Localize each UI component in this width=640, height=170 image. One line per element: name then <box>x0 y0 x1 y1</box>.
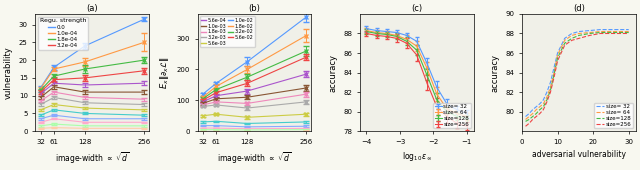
size= 64 <box>547 86 554 88</box>
size= 64 <box>536 106 543 108</box>
Line: size=128: size=128 <box>525 32 628 121</box>
size=256 <box>536 113 543 115</box>
size=128 <box>532 113 540 115</box>
X-axis label: $\log_{10} \epsilon_\infty$: $\log_{10} \epsilon_\infty$ <box>402 150 432 163</box>
size=256 <box>522 125 529 127</box>
size=256 <box>607 32 615 35</box>
size=128 <box>536 109 543 111</box>
size=256 <box>525 122 533 124</box>
size=128 <box>543 99 551 101</box>
size= 32 <box>540 99 547 101</box>
Title: (d): (d) <box>573 4 585 13</box>
Title: (c): (c) <box>411 4 422 13</box>
size=256 <box>568 39 575 41</box>
Line: size=256: size=256 <box>525 33 628 126</box>
size= 64 <box>525 115 533 117</box>
size= 32 <box>561 37 568 39</box>
size=128 <box>568 37 575 39</box>
size=128 <box>547 89 554 91</box>
size=128 <box>522 120 529 122</box>
Legend: 0.0, 1.0e-04, 1.8e-04, 3.2e-04: 0.0, 1.0e-04, 1.8e-04, 3.2e-04 <box>38 17 88 49</box>
size=256 <box>529 118 536 121</box>
size= 32 <box>529 109 536 111</box>
size= 64 <box>529 113 536 115</box>
Y-axis label: accuracy: accuracy <box>328 54 337 92</box>
size=256 <box>586 34 593 36</box>
size=256 <box>596 32 604 35</box>
size= 32 <box>547 81 554 83</box>
size=128 <box>575 34 583 36</box>
X-axis label: image-width $\propto$ $\sqrt{d}$: image-width $\propto$ $\sqrt{d}$ <box>218 150 292 166</box>
Legend: size= 32, size= 64, size=128, size=256: size= 32, size= 64, size=128, size=256 <box>433 103 471 128</box>
size= 32 <box>532 106 540 108</box>
size=256 <box>532 115 540 117</box>
size= 32 <box>575 30 583 32</box>
size= 64 <box>540 103 547 105</box>
Y-axis label: accuracy: accuracy <box>491 54 500 92</box>
size= 32 <box>543 91 551 93</box>
size= 32 <box>586 30 593 32</box>
size=128 <box>561 42 568 44</box>
size= 64 <box>561 39 568 41</box>
Title: (a): (a) <box>86 4 98 13</box>
size=256 <box>561 44 568 46</box>
size= 64 <box>543 96 551 98</box>
Y-axis label: $E_x \|\partial_x \mathcal{L}\|$: $E_x \|\partial_x \mathcal{L}\|$ <box>158 56 171 89</box>
size=128 <box>525 118 533 121</box>
X-axis label: adversarial vulnerability: adversarial vulnerability <box>532 150 626 159</box>
size=256 <box>554 60 561 62</box>
size= 32 <box>525 113 533 115</box>
Title: (b): (b) <box>248 4 260 13</box>
size= 64 <box>532 109 540 111</box>
Legend: size= 32, size= 64, size=128, size=256: size= 32, size= 64, size=128, size=256 <box>594 103 633 128</box>
size= 32 <box>522 115 529 117</box>
size= 32 <box>568 32 575 35</box>
size= 32 <box>550 67 558 69</box>
size= 32 <box>596 29 604 31</box>
Legend: 5.6e-04, 1.0e-03, 1.8e-03, 3.2e-03, 5.6e-03, 1.0e-02, 1.8e-02, 3.2e-02, 5.6e-02: 5.6e-04, 1.0e-03, 1.8e-03, 3.2e-03, 5.6e… <box>200 16 255 47</box>
size=128 <box>607 31 615 33</box>
size=256 <box>625 32 632 35</box>
size=128 <box>529 115 536 117</box>
size= 64 <box>586 31 593 33</box>
size=128 <box>554 57 561 59</box>
size= 64 <box>554 54 561 56</box>
size=256 <box>547 91 554 93</box>
size= 32 <box>536 103 543 105</box>
size=256 <box>543 101 551 103</box>
size=128 <box>550 73 558 75</box>
size=128 <box>540 106 547 108</box>
size=128 <box>625 31 632 33</box>
Y-axis label: vulnerability: vulnerability <box>4 46 13 99</box>
Line: size= 32: size= 32 <box>525 30 628 116</box>
size=256 <box>550 76 558 79</box>
size= 64 <box>550 72 558 74</box>
size= 64 <box>522 118 529 121</box>
size= 32 <box>607 29 615 31</box>
size= 64 <box>596 30 604 32</box>
size=256 <box>540 109 547 111</box>
X-axis label: image-width $\propto$ $\sqrt{d}$: image-width $\propto$ $\sqrt{d}$ <box>55 150 129 166</box>
size= 64 <box>575 32 583 35</box>
Line: size= 64: size= 64 <box>525 31 628 120</box>
size= 64 <box>625 30 632 32</box>
size= 64 <box>607 30 615 32</box>
size=128 <box>596 31 604 33</box>
size= 32 <box>625 29 632 31</box>
size=128 <box>586 32 593 35</box>
size=256 <box>575 37 583 39</box>
size= 64 <box>568 34 575 36</box>
size= 32 <box>554 52 561 54</box>
